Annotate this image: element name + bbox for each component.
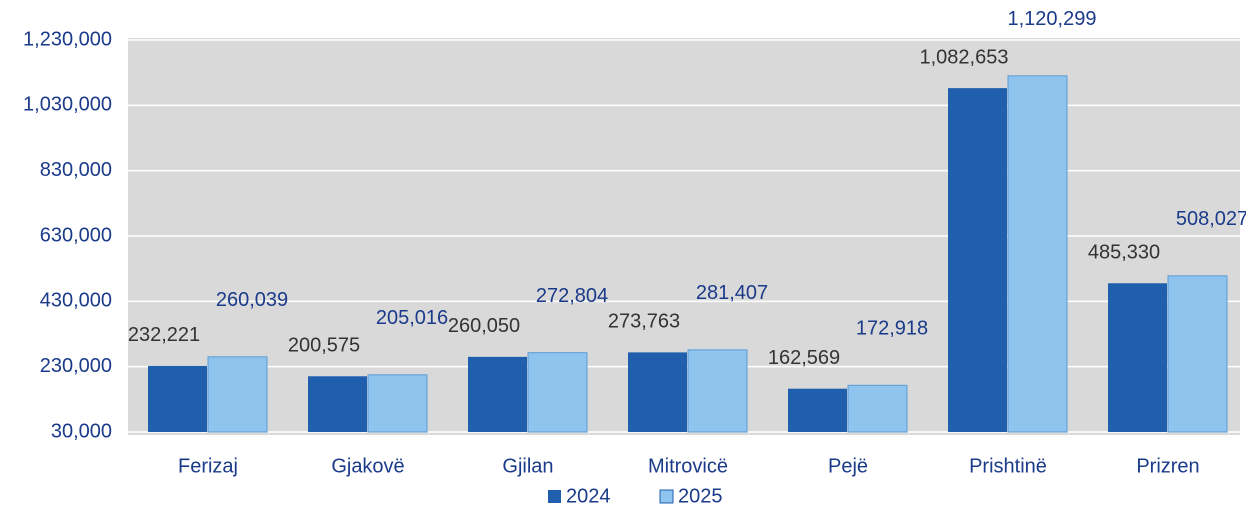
bar — [1167, 275, 1228, 433]
data-label: 485,330 — [1088, 242, 1160, 264]
data-label: 260,039 — [216, 289, 288, 311]
data-label: 508,027 — [1176, 208, 1246, 230]
y-tick-label: 1,030,000 — [23, 94, 112, 116]
y-tick-label: 630,000 — [40, 224, 112, 246]
y-tick-label: 430,000 — [40, 290, 112, 312]
bar — [847, 384, 908, 433]
bar — [628, 352, 687, 432]
bar — [948, 88, 1007, 432]
x-tick-label: Prishtinë — [969, 455, 1047, 477]
data-label: 1,082,653 — [920, 46, 1009, 68]
bar — [207, 356, 268, 433]
data-label: 205,016 — [376, 307, 448, 329]
data-label: 273,763 — [608, 311, 680, 333]
legend-swatch — [548, 490, 561, 503]
data-label: 200,575 — [288, 335, 360, 357]
bar — [527, 352, 588, 433]
data-label: 281,407 — [696, 282, 768, 304]
data-label: 272,804 — [536, 285, 608, 307]
bar — [468, 356, 527, 432]
x-tick-label: Gjakovë — [331, 455, 404, 477]
data-label: 232,221 — [128, 324, 200, 346]
y-tick-label: 830,000 — [40, 159, 112, 181]
bar — [148, 365, 207, 432]
bar — [367, 374, 428, 433]
bar — [788, 388, 847, 432]
x-tick-label: Pejë — [828, 455, 868, 477]
y-tick-label: 30,000 — [51, 420, 112, 442]
x-tick-label: Ferizaj — [178, 455, 238, 477]
data-label: 1,120,299 — [1008, 8, 1097, 30]
x-tick-label: Gjilan — [502, 455, 553, 477]
bar — [1007, 75, 1068, 433]
legend-swatch — [659, 489, 674, 504]
data-label: 172,918 — [856, 318, 928, 340]
y-tick-label: 230,000 — [40, 355, 112, 377]
legend-label: 2024 — [566, 485, 611, 507]
bar — [1108, 283, 1167, 432]
data-label: 162,569 — [768, 347, 840, 369]
legend-label: 2025 — [678, 485, 723, 507]
bar — [687, 349, 748, 433]
y-tick-label: 1,230,000 — [23, 28, 112, 50]
x-tick-label: Prizren — [1136, 455, 1199, 477]
data-label: 260,050 — [448, 315, 520, 337]
bar — [308, 376, 367, 432]
x-tick-label: Mitrovicë — [648, 455, 728, 477]
